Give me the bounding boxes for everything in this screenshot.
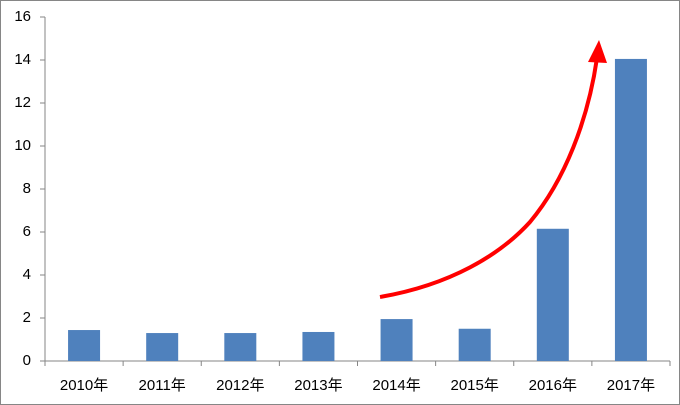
trend-curve <box>379 57 599 299</box>
x-tick-label: 2011年 <box>139 377 186 394</box>
y-tick-label: 4 <box>23 266 31 283</box>
arrow-head <box>588 40 607 63</box>
y-tick-label: 2 <box>23 309 31 326</box>
y-tick-label: 0 <box>23 352 31 369</box>
y-tick-label: 14 <box>14 51 31 68</box>
bar <box>224 333 257 361</box>
bar <box>458 328 491 361</box>
y-tick-label: 12 <box>14 94 31 111</box>
bar <box>68 330 101 361</box>
bar <box>536 228 569 361</box>
x-tick-label: 2014年 <box>372 377 420 394</box>
x-tick-label: 2010年 <box>60 377 108 394</box>
y-tick-label: 8 <box>23 180 31 197</box>
bar <box>380 319 413 361</box>
y-tick-label: 6 <box>23 223 31 240</box>
bar <box>302 331 335 361</box>
y-tick-label: 10 <box>14 137 31 154</box>
bar <box>146 333 179 361</box>
x-tick-label: 2015年 <box>451 377 499 394</box>
plot-area: 0 2 4 6 8 10 12 14 16 2010年 2011年 2012年 2013年 2014年 20… <box>14 8 671 394</box>
x-tick-label: 2012年 <box>216 377 264 394</box>
bar <box>614 58 647 362</box>
y-tick-label: 16 <box>14 8 31 25</box>
x-tick-label: 2017年 <box>607 377 655 394</box>
x-tick-label: 2013年 <box>294 377 342 394</box>
trend-arrow <box>379 40 607 299</box>
x-tick-label: 2016年 <box>529 377 577 394</box>
